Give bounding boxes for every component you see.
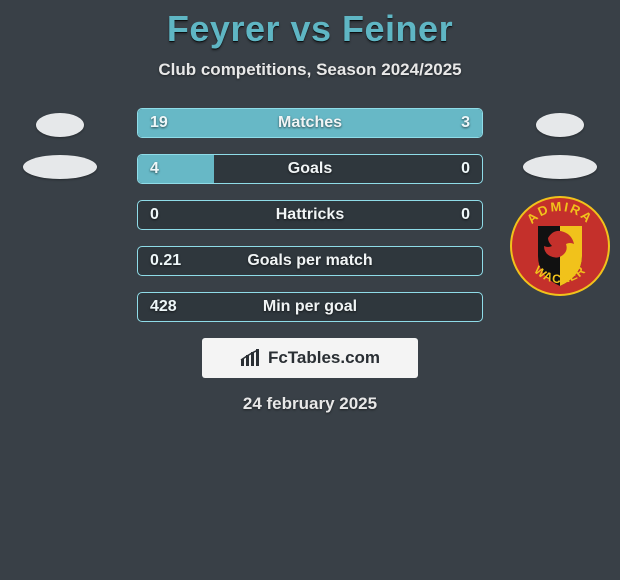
player-left-portrait: [10, 96, 110, 196]
comparison-panel: ADMIRA WACKER 19Matches34Goals00Hattrick…: [0, 108, 620, 414]
stat-label: Goals per match: [138, 247, 482, 275]
silhouette-icon: [510, 96, 610, 196]
club-badge-right: ADMIRA WACKER: [510, 196, 610, 296]
stat-row: 0Hattricks0: [137, 200, 483, 230]
stat-row: 0.21Goals per match: [137, 246, 483, 276]
player-right-portrait: [510, 96, 610, 196]
stat-label: Min per goal: [138, 293, 482, 321]
club-crest-icon: ADMIRA WACKER: [510, 196, 610, 296]
stat-label: Matches: [138, 109, 482, 137]
brand-text: FcTables.com: [268, 348, 380, 368]
page-subtitle: Club competitions, Season 2024/2025: [0, 60, 620, 80]
stat-row: 428Min per goal: [137, 292, 483, 322]
stat-row: 4Goals0: [137, 154, 483, 184]
stat-rows: 19Matches34Goals00Hattricks00.21Goals pe…: [137, 108, 483, 322]
brand-box: FcTables.com: [202, 338, 418, 378]
stat-value-right: 0: [461, 201, 470, 229]
stat-row: 19Matches3: [137, 108, 483, 138]
stat-value-right: 0: [461, 155, 470, 183]
bar-chart-icon: [240, 349, 262, 367]
stat-label: Goals: [138, 155, 482, 183]
stat-value-right: 3: [461, 109, 470, 137]
silhouette-icon: [10, 96, 110, 196]
footer-date: 24 february 2025: [0, 394, 620, 414]
stat-label: Hattricks: [138, 201, 482, 229]
page-title: Feyrer vs Feiner: [0, 0, 620, 50]
